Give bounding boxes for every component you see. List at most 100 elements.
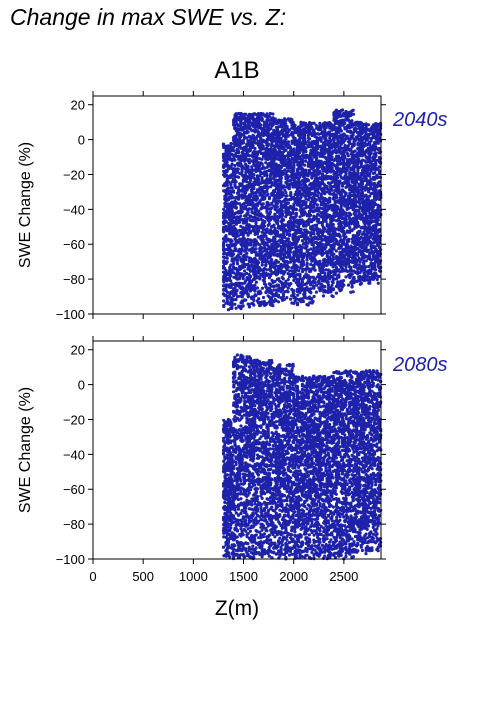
scatter-point [247,147,252,151]
scatter-point [226,149,230,153]
scatter-point [264,157,268,161]
scatter-point [312,172,316,176]
scatter-point [300,124,304,128]
scatter-point [323,244,327,248]
scatter-point [286,212,290,216]
scatter-point [314,162,319,166]
scatter-point [226,248,230,252]
scatter-point [294,129,298,133]
scatter-point [292,173,296,177]
scatter-point [274,264,278,268]
scatter-point [221,228,226,232]
scatter-point [277,157,281,161]
scatter-point [225,299,229,303]
scatter-point [275,135,280,139]
scatter-point [241,174,246,179]
scatter-point [260,237,264,241]
scatter-point [313,179,317,183]
scatter-point [239,232,243,237]
scatter-point [298,128,302,132]
scatter-point [232,287,236,291]
scatter-point [249,225,253,229]
scatter-point [241,220,246,224]
scatter-point [247,305,252,309]
scatter-point [248,274,252,279]
scatter-point [244,179,248,183]
scatter-point [258,115,262,119]
scatter-point [282,150,286,154]
scatter-point [294,228,298,232]
scatter-point [259,181,263,185]
scatter-point [312,184,316,188]
scatter-point [268,154,273,158]
scatter-point [312,294,316,299]
scatter-point [239,124,243,128]
scatter-point [277,189,281,193]
scatter-point [224,270,228,274]
scatter-point [278,235,282,239]
scatter-point [225,284,229,288]
scatter-point [305,261,309,265]
scatter-point [267,260,271,264]
scatter-point [247,134,251,138]
scatter-point [233,282,237,286]
scatter-point [259,214,263,218]
scatter-point [292,148,296,152]
scatter-point [238,138,242,142]
scatter-point [225,256,229,260]
scatter-point [223,182,227,186]
scatter-point [306,280,311,284]
scatter-point [326,131,330,135]
scatter-point [284,180,288,185]
scatter-point [246,295,250,299]
scatter-point [223,173,227,177]
scatter-point [284,202,288,206]
scatter-point [255,156,259,160]
scatter-point [281,232,286,236]
scatter-point [265,289,269,293]
scatter-point [287,283,292,287]
scatter-point [308,289,312,293]
scatter-point [246,242,250,246]
scatter-point [264,149,268,153]
scatter-point [261,202,265,206]
scatter-point [279,130,283,134]
scatter-point [331,223,335,227]
scatter-point [253,212,257,216]
scatter-point [288,197,292,202]
scatter-point [321,275,325,279]
scatter-point [324,186,328,190]
scatter-point [299,227,303,231]
scatter-point [314,149,318,153]
scatter-point [259,170,263,174]
scatter-point [263,266,267,271]
scatter-point [229,226,233,230]
scatter-point [224,252,228,256]
scatter-point [309,202,313,206]
scatter-point [289,153,293,158]
scatter-point [222,259,226,263]
scatter-point [295,302,300,306]
scatter-point [238,294,242,298]
scatter-point [324,277,328,281]
scatter-point [264,263,268,268]
scatter-point [234,242,238,246]
scatter-point [228,250,232,254]
scatter-point [223,162,227,166]
scatter-point [323,174,327,178]
scatter-point [252,173,256,177]
scatter-point [274,288,278,292]
scatter-point [284,144,288,148]
scatter-point [286,286,290,290]
scatter-point [258,174,262,178]
scatter-point [247,124,252,129]
scatter-point [280,161,284,165]
scatter-point [284,279,288,283]
scatter-point [279,224,283,229]
scatter-point [260,286,264,290]
scatter-point [236,194,241,198]
scatter-point [292,266,296,270]
scatter-point [321,219,325,223]
scatter-point [278,254,282,258]
scatter-point [314,283,319,287]
